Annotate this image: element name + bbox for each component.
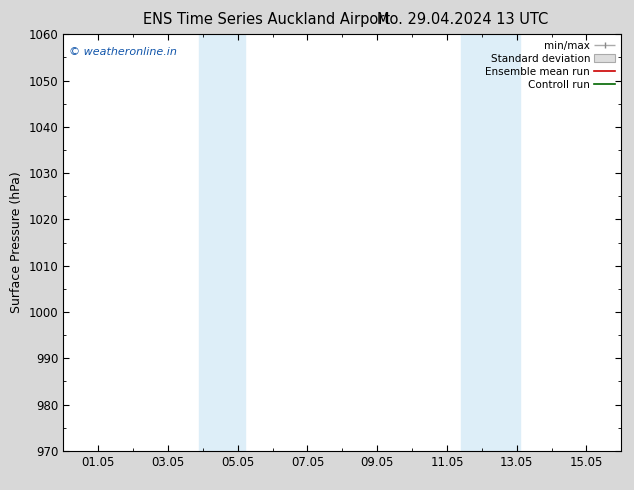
- Text: © weatheronline.in: © weatheronline.in: [69, 47, 177, 57]
- Y-axis label: Surface Pressure (hPa): Surface Pressure (hPa): [10, 172, 23, 314]
- Bar: [199, 34, 245, 451]
- Bar: [461, 34, 520, 451]
- Text: Mo. 29.04.2024 13 UTC: Mo. 29.04.2024 13 UTC: [377, 12, 548, 27]
- Text: ENS Time Series Auckland Airport: ENS Time Series Auckland Airport: [143, 12, 390, 27]
- Legend: min/max, Standard deviation, Ensemble mean run, Controll run: min/max, Standard deviation, Ensemble me…: [481, 36, 619, 94]
